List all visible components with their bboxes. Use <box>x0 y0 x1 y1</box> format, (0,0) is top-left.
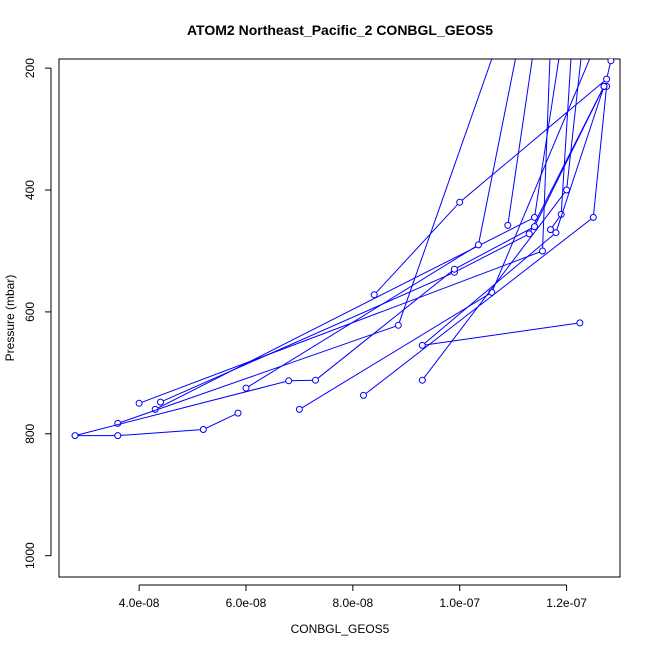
y-axis-label: Pressure (mbar) <box>3 275 17 362</box>
series-line <box>507 59 533 226</box>
data-point <box>199 426 207 433</box>
data-point <box>242 384 250 392</box>
data-point <box>450 265 458 273</box>
data-point <box>370 291 378 299</box>
x-axis: 4.0e-08 6.0e-08 8.0e-08 1.0e-07 1.2e-07 <box>119 584 587 610</box>
data-point <box>539 247 546 255</box>
data-point <box>525 230 533 238</box>
series-line <box>299 59 591 410</box>
plot-frame <box>58 58 621 578</box>
data-point <box>418 341 426 349</box>
x-axis-label: CONBGL_GEOS5 <box>291 622 390 636</box>
series-line <box>160 86 605 403</box>
y-tick-label: 800 <box>23 423 37 443</box>
data-point <box>135 399 143 407</box>
data-point <box>547 226 554 234</box>
x-tick-label: 4.0e-08 <box>119 596 160 610</box>
data-point <box>531 223 538 231</box>
data-point <box>360 391 367 399</box>
data-point <box>285 377 293 385</box>
series-group <box>71 59 615 440</box>
x-tick-label: 1.2e-07 <box>546 596 587 610</box>
data-point <box>394 321 402 329</box>
data-point <box>603 75 611 83</box>
data-point <box>312 376 319 384</box>
x-tick-label: 1.0e-07 <box>439 596 480 610</box>
data-point <box>576 319 584 327</box>
y-tick-label: 600 <box>23 302 37 322</box>
data-point <box>295 405 303 413</box>
series-line <box>117 59 493 424</box>
series-line <box>550 59 572 230</box>
y-tick-label: 200 <box>23 58 37 78</box>
series-line <box>420 86 605 347</box>
data-point <box>71 432 79 440</box>
data-point <box>418 376 426 384</box>
data-point <box>234 409 242 417</box>
data-point <box>474 241 482 249</box>
data-point <box>600 82 608 90</box>
series-line <box>138 59 551 404</box>
y-tick-label: 400 <box>23 180 37 200</box>
series-line <box>154 59 560 410</box>
data-point <box>157 398 164 406</box>
chart-title: ATOM2 Northeast_Pacific_2 CONBGL_GEOS5 <box>187 22 493 38</box>
data-point <box>589 213 597 221</box>
series-line <box>245 59 516 389</box>
data-point <box>114 432 122 440</box>
x-tick-label: 8.0e-08 <box>333 596 374 610</box>
x-tick-label: 6.0e-08 <box>226 596 267 610</box>
data-point <box>607 59 615 65</box>
y-axis: 200 400 600 800 1000 <box>23 58 52 569</box>
data-point <box>563 186 571 194</box>
data-point <box>504 221 512 229</box>
data-point <box>552 229 560 237</box>
y-tick-label: 1000 <box>23 542 37 569</box>
data-point <box>456 198 464 206</box>
plot-area <box>71 59 615 440</box>
